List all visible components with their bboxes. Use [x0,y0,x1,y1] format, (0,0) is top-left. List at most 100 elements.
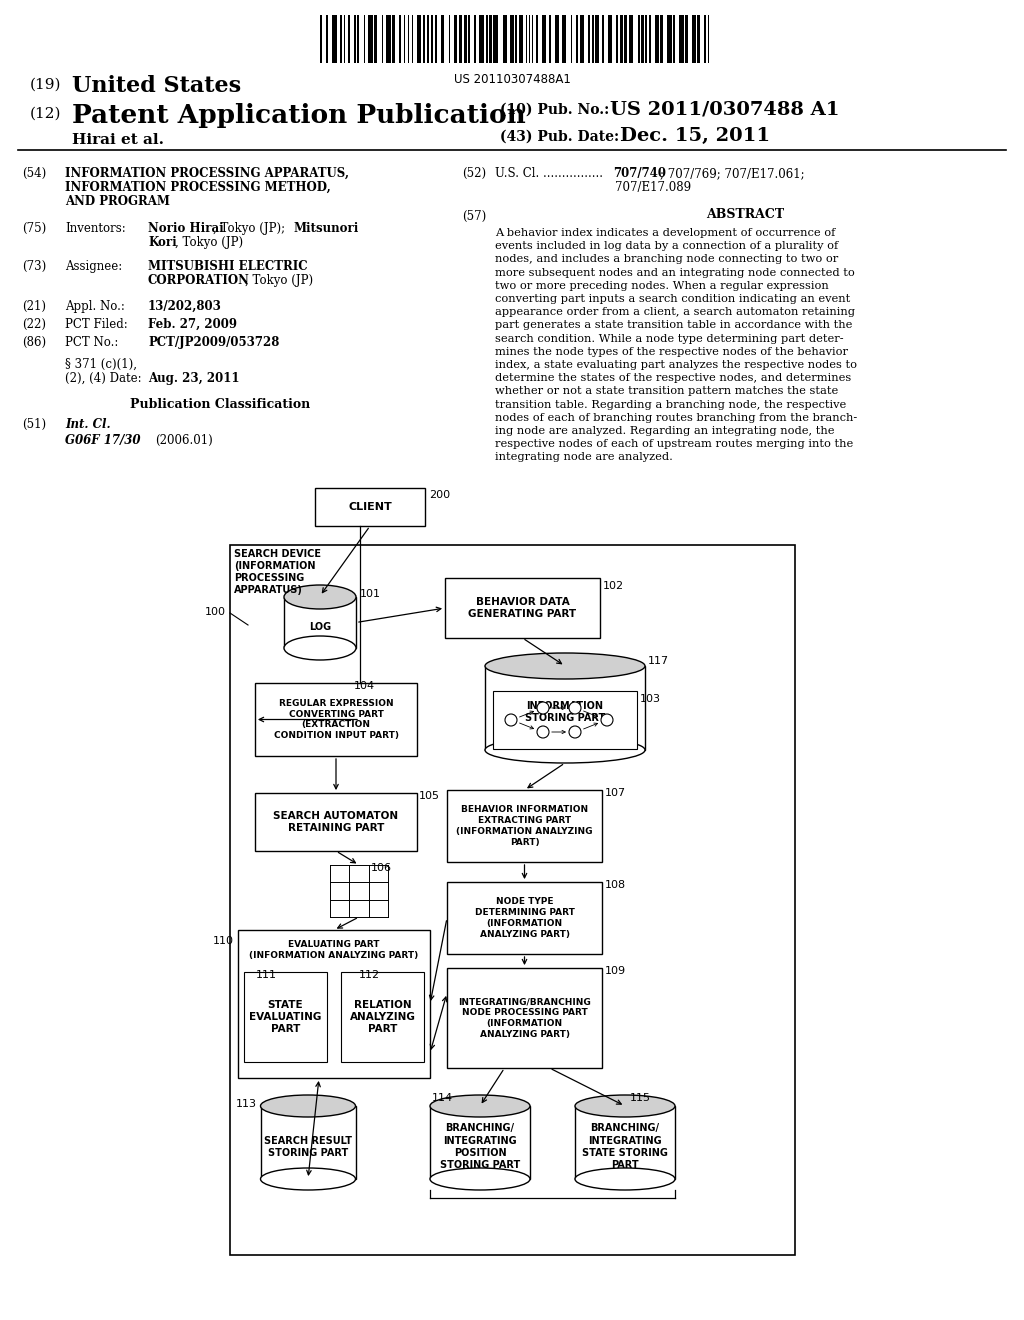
Text: BRANCHING/
INTEGRATING
POSITION
STORING PART: BRANCHING/ INTEGRATING POSITION STORING … [440,1123,520,1170]
Bar [374,15,377,63]
Text: 104: 104 [354,681,375,690]
Bar [468,15,469,63]
Text: United States: United States [72,75,241,96]
Text: 110: 110 [213,936,234,946]
Bar [588,15,590,63]
Bar [592,15,594,63]
Bar [392,15,394,63]
Bar [667,15,672,63]
Text: Feb. 27, 2009: Feb. 27, 2009 [148,318,237,331]
Text: 108: 108 [605,880,626,890]
Text: RELATION
ANALYZING
PART: RELATION ANALYZING PART [349,1001,416,1034]
Bar [486,15,487,63]
Text: more subsequent nodes and an integrating node connected to: more subsequent nodes and an integrating… [495,268,855,277]
Bar [447,789,602,862]
Circle shape [569,702,581,714]
Bar [382,15,383,63]
Bar [608,15,612,63]
Text: PCT/JP2009/053728: PCT/JP2009/053728 [148,337,280,348]
Bar [473,15,476,63]
Text: SEARCH DEVICE
(INFORMATION
PROCESSING
APPARATUS): SEARCH DEVICE (INFORMATION PROCESSING AP… [234,549,321,595]
Text: 100: 100 [205,607,226,616]
Bar [679,15,683,63]
Text: (12): (12) [30,107,61,121]
Bar [255,793,417,851]
Text: 113: 113 [236,1100,256,1109]
Text: (22): (22) [22,318,46,331]
Text: 117: 117 [648,656,669,667]
Bar [319,15,322,63]
Bar [459,15,462,63]
Circle shape [601,714,613,726]
Text: AND PROGRAM: AND PROGRAM [65,195,170,209]
Text: INFORMATION PROCESSING METHOD,: INFORMATION PROCESSING METHOD, [65,181,331,194]
Text: events included in log data by a connection of a plurality of: events included in log data by a connect… [495,242,839,251]
Bar [536,15,538,63]
Text: CLIENT: CLIENT [348,502,392,512]
Bar [503,15,507,63]
Bar [519,15,523,63]
Bar [575,15,578,63]
Text: U.S. Cl. ................: U.S. Cl. ................ [495,168,607,180]
Circle shape [505,714,517,726]
Bar [616,15,617,63]
Text: integrating node are analyzed.: integrating node are analyzed. [495,453,673,462]
Text: Int. Cl.: Int. Cl. [65,418,111,432]
Bar [403,15,406,63]
Bar [697,15,699,63]
Bar [340,15,342,63]
Text: part generates a state transition table in accordance with the: part generates a state transition table … [495,321,852,330]
Bar [260,1106,355,1179]
Text: REGULAR EXPRESSION
CONVERTING PART
(EXTRACTION
CONDITION INPUT PART): REGULAR EXPRESSION CONVERTING PART (EXTR… [273,698,398,741]
Bar [493,15,498,63]
Bar [447,882,602,954]
Bar [525,15,527,63]
Text: Mitsunori: Mitsunori [293,222,358,235]
Text: 102: 102 [603,581,624,591]
Bar [654,15,658,63]
Bar [629,15,633,63]
Bar [478,15,483,63]
Text: 111: 111 [256,970,278,979]
Bar [434,15,437,63]
Bar [580,15,584,63]
Bar [660,15,663,63]
Ellipse shape [260,1168,355,1191]
Bar [341,972,424,1063]
Text: BEHAVIOR INFORMATION
EXTRACTING PART
(INFORMATION ANALYZING
PART): BEHAVIOR INFORMATION EXTRACTING PART (IN… [457,805,593,846]
Ellipse shape [485,737,645,763]
Text: nodes of each of branching routes branching from the branch-: nodes of each of branching routes branch… [495,413,857,422]
Bar [230,545,795,1255]
Bar [595,15,599,63]
Text: (21): (21) [22,300,46,313]
Text: ing node are analyzed. Regarding an integrating node, the: ing node are analyzed. Regarding an inte… [495,426,835,436]
Bar [555,15,559,63]
Text: Patent Application Publication: Patent Application Publication [72,103,525,128]
Text: 115: 115 [630,1093,651,1104]
Text: whether or not a state transition pattern matches the state: whether or not a state transition patter… [495,387,839,396]
Text: , Tokyo (JP): , Tokyo (JP) [175,236,243,249]
Text: INTEGRATING/BRANCHING
NODE PROCESSING PART
(INFORMATION
ANALYZING PART): INTEGRATING/BRANCHING NODE PROCESSING PA… [458,998,591,1039]
Ellipse shape [485,653,645,678]
Bar [485,667,645,750]
Text: mines the node types of the respective nodes of the behavior: mines the node types of the respective n… [495,347,848,356]
Bar [493,690,637,748]
Bar [255,682,417,756]
Text: BEHAVIOR DATA
GENERATING PART: BEHAVIOR DATA GENERATING PART [468,597,577,619]
Text: nodes, and includes a branching node connecting to two or: nodes, and includes a branching node con… [495,255,839,264]
Circle shape [537,702,549,714]
Text: respective nodes of each of upstream routes merging into the: respective nodes of each of upstream rou… [495,440,853,449]
Text: 101: 101 [360,589,381,599]
Bar [326,15,328,63]
Bar [489,15,492,63]
Bar [515,15,516,63]
Bar [430,15,433,63]
Text: Dec. 15, 2011: Dec. 15, 2011 [620,127,770,145]
Bar [441,15,443,63]
Bar [343,15,345,63]
Bar [364,15,365,63]
Text: SEARCH RESULT
STORING PART: SEARCH RESULT STORING PART [264,1135,352,1158]
Bar [685,15,687,63]
Text: US 2011/0307488 A1: US 2011/0307488 A1 [610,100,840,117]
Bar [703,15,706,63]
